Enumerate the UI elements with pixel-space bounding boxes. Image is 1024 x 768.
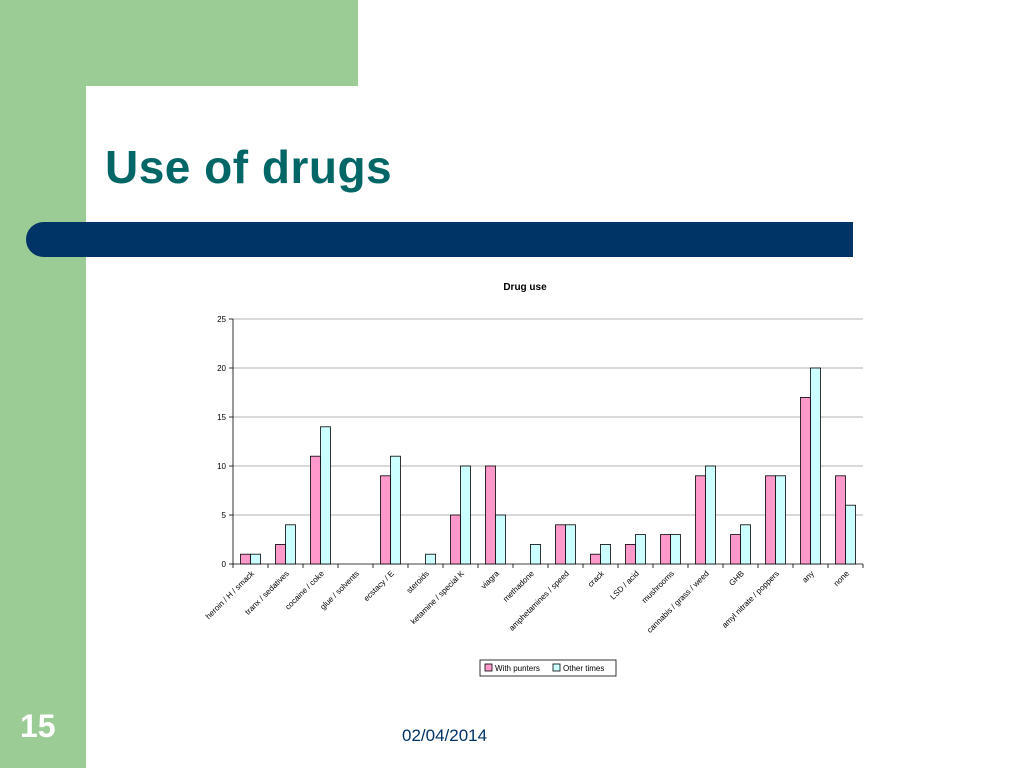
category-label: amphetamines / speed: [507, 569, 571, 633]
category-label: none: [832, 569, 851, 588]
bar: [635, 534, 646, 565]
legend-label: With punters: [495, 664, 540, 673]
bar: [460, 465, 471, 565]
legend-swatch: [484, 663, 493, 672]
bar: [730, 534, 741, 565]
category-label: steroids: [405, 569, 431, 595]
category-label: cannabis / grass / weed: [645, 569, 711, 635]
y-tick-label: 5: [222, 511, 227, 520]
category-label: LSD / acid: [608, 569, 640, 601]
bar: [555, 524, 566, 565]
chart-legend: With punters Other times: [479, 659, 617, 677]
bar: [845, 504, 856, 565]
bar: [240, 553, 251, 565]
top-band: [0, 0, 358, 86]
content-panel: [86, 86, 1024, 768]
title-underline-bar: [26, 222, 853, 257]
sidebar-band: [0, 0, 86, 768]
drug-use-chart: Drug use 0 5 10 15 20 25 heroin / H / smacktr…: [204, 282, 864, 677]
bar: [250, 553, 261, 565]
category-label: ecstacy / E: [362, 569, 396, 603]
y-tick-label: 15: [217, 413, 226, 422]
category-label: GHB: [727, 569, 746, 588]
bar: [775, 475, 786, 565]
category-label: any: [800, 569, 815, 584]
bar: [320, 426, 331, 565]
bar: [670, 534, 681, 565]
bar: [740, 524, 751, 565]
bar: [275, 543, 286, 565]
bar: [390, 455, 401, 565]
bar: [600, 543, 611, 565]
category-label: methadone: [501, 569, 536, 604]
bar: [800, 397, 811, 565]
bar: [835, 475, 846, 565]
bars: [240, 367, 856, 565]
bar: [705, 465, 716, 565]
y-tick-label: 20: [217, 364, 226, 373]
chart-title: Drug use: [503, 282, 547, 293]
bar: [425, 553, 436, 565]
bar: [530, 543, 541, 565]
category-label: viagra: [479, 569, 501, 591]
bar: [565, 524, 576, 565]
axes: 0 5 10 15 20 25: [217, 315, 864, 569]
slide-number: 15: [20, 708, 56, 744]
y-tick-label: 10: [217, 462, 226, 471]
category-label: crack: [586, 568, 607, 589]
bar: [695, 475, 706, 565]
legend-label: Other times: [563, 664, 604, 673]
bar: [765, 475, 776, 565]
bar: [380, 475, 391, 565]
slide-title: Use of drugs: [105, 141, 393, 193]
gridlines: [233, 318, 863, 516]
legend-box: [479, 659, 617, 677]
bar: [590, 553, 601, 565]
bar: [450, 514, 461, 565]
y-tick-label: 25: [217, 315, 226, 324]
legend-swatch: [552, 663, 561, 672]
bar: [625, 543, 636, 565]
bar: [495, 514, 506, 565]
bar: [285, 524, 296, 565]
y-tick-label: 0: [222, 560, 227, 569]
bar: [810, 367, 821, 565]
category-label: mushrooms: [640, 569, 676, 605]
bar: [310, 455, 321, 565]
bar: [485, 465, 496, 565]
slide-date: 02/04/2014: [402, 726, 488, 745]
bar: [660, 534, 671, 565]
